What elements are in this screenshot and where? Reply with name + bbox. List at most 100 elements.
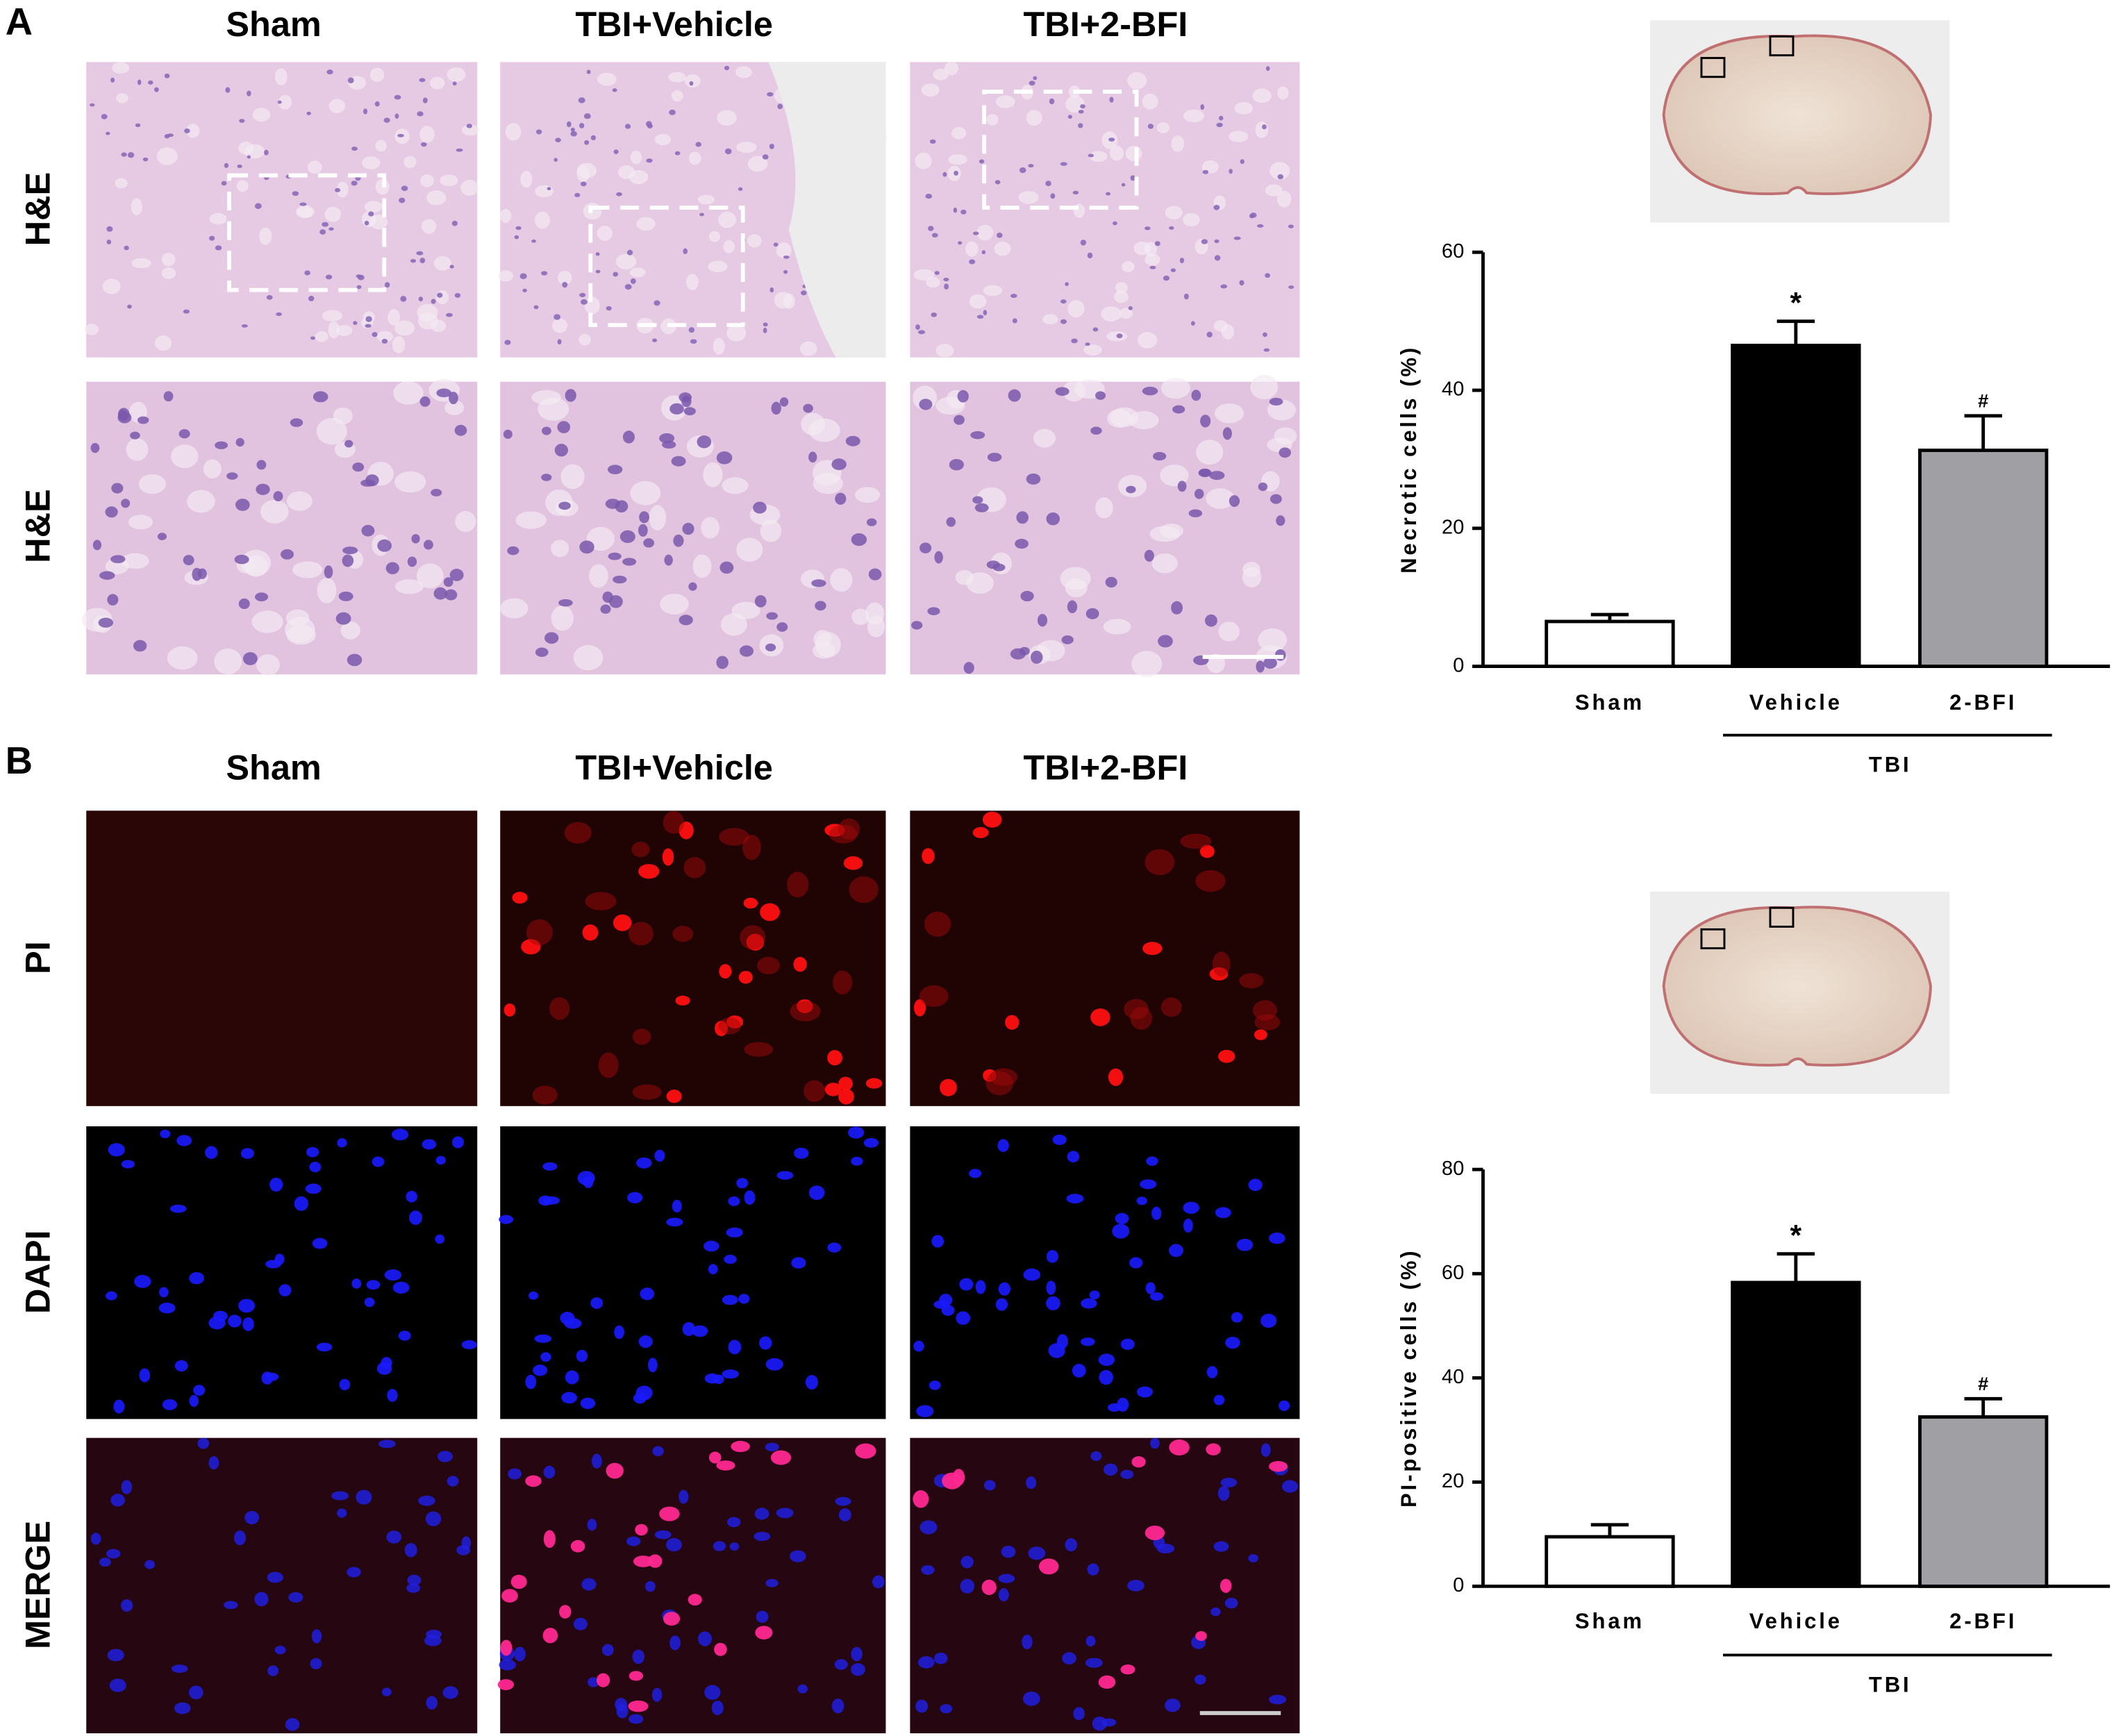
cell — [919, 1520, 938, 1535]
cell — [391, 1128, 409, 1141]
cell — [939, 1294, 953, 1307]
column-header: TBI+Vehicle — [575, 4, 773, 44]
cell — [431, 489, 442, 496]
micrograph — [500, 1126, 886, 1419]
cell — [638, 1335, 653, 1349]
cell — [503, 1003, 516, 1017]
cell — [560, 464, 585, 490]
cell — [186, 124, 200, 138]
cell — [171, 444, 199, 469]
cell — [1200, 415, 1211, 428]
cell — [804, 1080, 826, 1102]
cell — [322, 222, 329, 227]
micrograph — [500, 1437, 886, 1734]
cell — [808, 1185, 825, 1200]
cell — [1276, 515, 1285, 526]
cell — [425, 1511, 442, 1526]
cell — [394, 579, 424, 594]
cell — [361, 524, 375, 537]
cell — [106, 240, 112, 244]
cell — [1183, 212, 1200, 227]
cell — [1260, 1443, 1271, 1458]
cell — [1052, 1134, 1067, 1145]
row-label: H&E — [18, 172, 58, 247]
cell — [385, 562, 399, 575]
cell — [783, 269, 788, 274]
cell — [1158, 635, 1173, 648]
cell — [273, 491, 283, 502]
cell — [543, 1465, 556, 1479]
cell — [164, 134, 170, 139]
cell — [757, 956, 780, 975]
cell — [1279, 1400, 1290, 1411]
significance-mark: * — [1790, 287, 1802, 320]
bar — [1731, 1280, 1861, 1588]
cell — [1239, 973, 1264, 989]
cell — [557, 270, 572, 285]
cell — [418, 1495, 435, 1506]
cell — [1233, 236, 1241, 240]
cell — [352, 462, 365, 472]
cell — [1151, 553, 1179, 574]
cell — [613, 914, 632, 931]
significance-mark: # — [1978, 390, 1988, 412]
cell — [499, 209, 512, 223]
cell — [683, 248, 688, 255]
cell — [584, 297, 600, 315]
cell — [766, 612, 779, 620]
cell — [660, 593, 689, 615]
cell — [392, 336, 406, 353]
cell — [1254, 1014, 1281, 1030]
cell — [1049, 98, 1055, 105]
cell — [84, 324, 99, 335]
cell — [1095, 497, 1113, 519]
cell — [1062, 1652, 1076, 1664]
cell — [948, 154, 967, 165]
cell — [394, 94, 401, 100]
cell — [793, 1147, 809, 1159]
cell — [1198, 468, 1212, 478]
cell — [193, 1385, 206, 1396]
cell — [1229, 495, 1240, 507]
cell — [1008, 389, 1021, 402]
cell — [90, 442, 100, 453]
cell — [1216, 122, 1223, 128]
cell — [799, 341, 817, 356]
cell — [106, 1549, 121, 1559]
cell — [983, 1480, 996, 1491]
cell — [863, 1137, 879, 1148]
cell — [763, 327, 767, 333]
cell — [636, 1157, 652, 1169]
cell — [214, 648, 242, 675]
cell — [522, 288, 527, 292]
cell — [683, 857, 706, 878]
cell — [726, 1517, 741, 1528]
cell — [1108, 137, 1115, 142]
cell — [157, 533, 167, 540]
cell — [1169, 1439, 1190, 1456]
cell — [669, 109, 676, 115]
cell — [1229, 169, 1233, 174]
cell — [234, 554, 249, 565]
cell — [431, 299, 436, 304]
cell — [872, 1575, 885, 1589]
cell — [1144, 549, 1154, 562]
cell — [647, 1358, 658, 1373]
cell — [1179, 258, 1185, 264]
cell — [101, 114, 108, 119]
cell — [682, 1321, 696, 1336]
roi-box — [1769, 906, 1795, 928]
cell — [1089, 1290, 1100, 1300]
cell — [934, 1652, 948, 1664]
cell — [115, 178, 128, 189]
cell — [940, 1078, 957, 1096]
cell — [1169, 226, 1174, 230]
cell — [288, 1592, 303, 1603]
cell — [215, 245, 222, 251]
cell — [137, 416, 149, 424]
cell — [1160, 378, 1190, 399]
y-tick-label: 20 — [1442, 1470, 1464, 1492]
cell — [995, 1298, 1008, 1311]
cell — [417, 111, 424, 117]
cell — [90, 1533, 101, 1545]
